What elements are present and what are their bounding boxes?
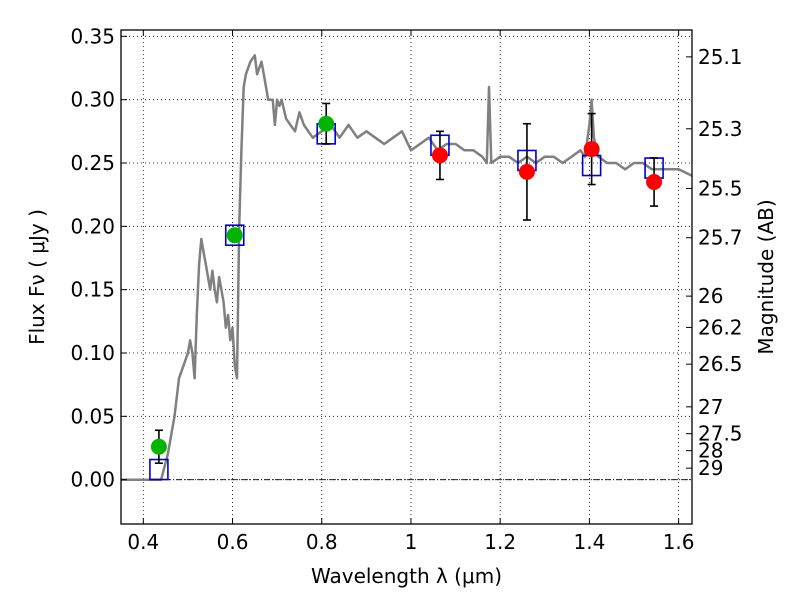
y-tick-label: 0.15	[70, 278, 115, 302]
data-point	[518, 163, 535, 180]
y-axis-title: Flux Fν ( μJy )	[25, 209, 49, 345]
spectrum-line	[121, 54, 693, 481]
marker-layer	[149, 102, 664, 481]
y-tick-label: 0.30	[70, 88, 115, 112]
data-point	[318, 115, 335, 132]
right-tick-label: 27.5	[698, 422, 743, 446]
data-point	[150, 438, 167, 455]
y-tick-label: 0.00	[70, 468, 115, 492]
x-tick-label: 1	[405, 530, 418, 554]
spectrum-layer	[121, 54, 693, 481]
data-point	[226, 227, 243, 244]
y-tick-label: 0.10	[70, 341, 115, 365]
right-tick-label: 26.2	[698, 315, 743, 339]
x-tick-label: 1.2	[484, 530, 516, 554]
x-tick-label: 0.8	[306, 530, 338, 554]
y-tick-label: 0.25	[70, 151, 115, 175]
model-square-marker	[224, 224, 245, 246]
right-tick-label: 27	[698, 395, 723, 419]
x-tick-label: 0.6	[217, 530, 249, 554]
x-tick-label: 1.6	[663, 530, 695, 554]
right-tick-label: 29	[698, 456, 723, 480]
ticks: 0.4 0.6 0.8 1 1.2 1.4 1.6 0.00 0.05 0.10 0.15 0.20 0…	[70, 24, 742, 554]
x-axis-title: Wavelength λ (μm)	[311, 564, 502, 588]
right-tick-label: 26	[698, 284, 723, 308]
y-tick-label: 0.20	[70, 214, 115, 238]
right-tick-label: 28	[698, 439, 723, 463]
right-tick-label: 25.5	[698, 176, 743, 200]
data-point	[431, 147, 448, 164]
right-tick-label: 25.3	[698, 117, 743, 141]
y-tick-label: 0.35	[70, 24, 115, 48]
data-point	[583, 141, 600, 158]
right-tick-label: 25.1	[698, 45, 743, 69]
data-point	[646, 174, 663, 190]
grid	[121, 30, 692, 524]
right-tick-label: 25.7	[698, 226, 743, 250]
x-tick-label: 0.4	[127, 530, 159, 554]
right-axis-title: Magnitude (AB)	[754, 199, 778, 354]
plot-frame	[120, 29, 693, 525]
right-tick-label: 26.5	[698, 352, 743, 376]
y-tick-label: 0.05	[70, 404, 115, 428]
x-tick-label: 1.4	[573, 530, 605, 554]
